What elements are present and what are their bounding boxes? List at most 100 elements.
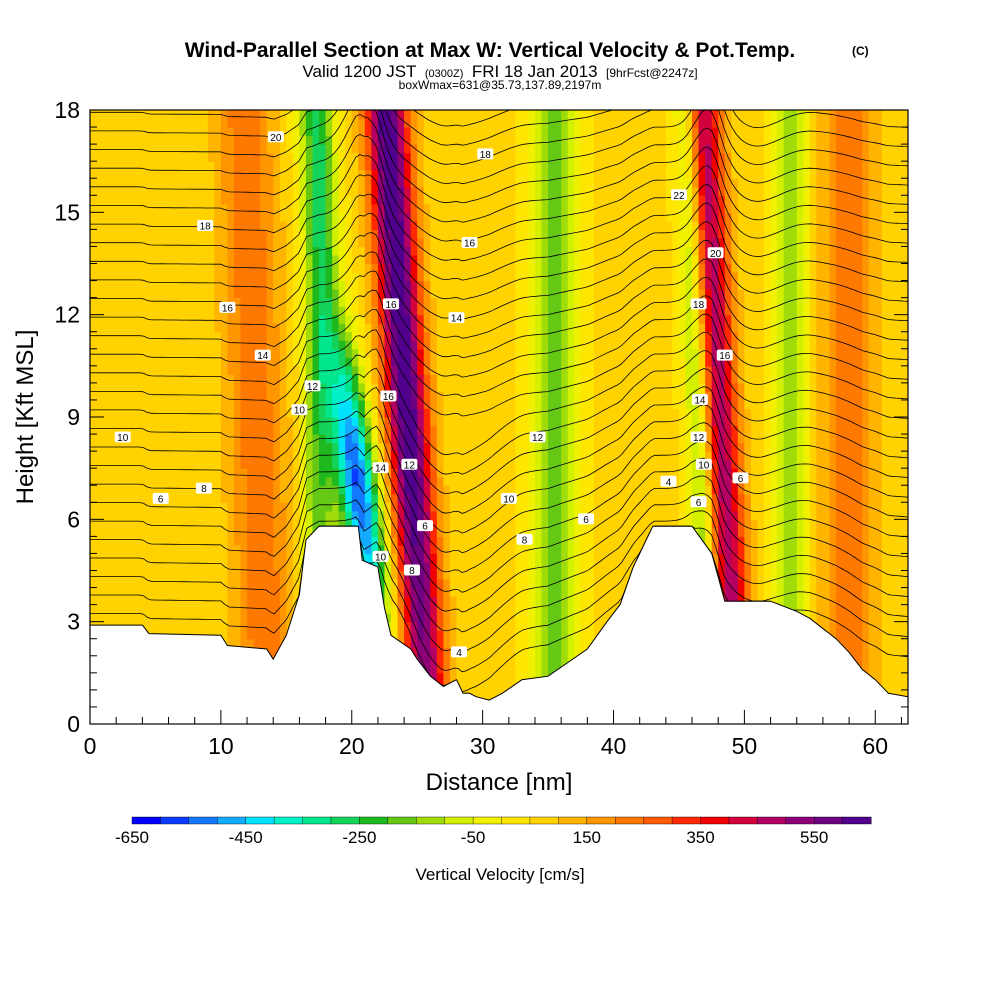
- w-cell: [233, 527, 242, 537]
- w-cell: [116, 178, 124, 188]
- w-cell: [194, 399, 202, 410]
- w-cell: [377, 127, 386, 137]
- w-cell: [534, 442, 543, 452]
- w-cell: [384, 374, 392, 384]
- w-cell: [443, 237, 451, 248]
- w-cell: [528, 178, 536, 188]
- w-cell: [482, 314, 490, 324]
- w-cell: [103, 186, 111, 196]
- w-cell: [489, 536, 497, 546]
- w-cell: [332, 502, 340, 512]
- w-cell: [194, 451, 202, 461]
- w-cell: [489, 263, 497, 273]
- w-cell: [227, 536, 235, 546]
- w-cell: [175, 613, 183, 623]
- w-cell: [142, 110, 150, 120]
- w-cell: [449, 365, 458, 375]
- w-cell: [371, 152, 379, 162]
- w-cell: [305, 246, 314, 256]
- w-cell: [135, 340, 143, 350]
- w-cell: [129, 527, 137, 537]
- w-cell: [423, 306, 431, 316]
- w-cell: [273, 220, 281, 230]
- w-cell: [417, 289, 425, 299]
- w-cell: [377, 254, 386, 265]
- w-cell: [207, 587, 215, 597]
- w-cell: [443, 357, 451, 367]
- w-cell: [495, 152, 503, 162]
- w-cell: [495, 323, 503, 333]
- w-cell: [266, 468, 274, 478]
- w-cell: [417, 570, 425, 580]
- w-cell: [423, 425, 431, 435]
- w-cell: [384, 169, 392, 179]
- w-cell: [417, 246, 425, 256]
- w-cell: [371, 289, 379, 299]
- w-cell: [319, 408, 327, 418]
- w-cell: [96, 434, 104, 444]
- w-cell: [364, 459, 372, 469]
- w-cell: [299, 161, 307, 171]
- w-cell: [273, 118, 281, 128]
- w-cell: [456, 212, 464, 222]
- w-cell: [253, 391, 261, 401]
- w-cell: [489, 169, 497, 179]
- w-cell: [528, 493, 536, 503]
- w-cell: [148, 613, 157, 623]
- w-cell: [175, 229, 183, 239]
- w-cell: [161, 323, 170, 333]
- w-cell: [319, 391, 327, 401]
- w-cell: [541, 553, 549, 563]
- w-cell: [129, 203, 137, 213]
- w-cell: [214, 587, 222, 597]
- w-cell: [476, 451, 484, 461]
- w-cell: [312, 357, 320, 367]
- w-cell: [286, 468, 294, 478]
- w-cell: [214, 485, 222, 495]
- w-cell: [345, 502, 353, 512]
- w-cell: [260, 254, 268, 265]
- w-cell: [103, 297, 111, 307]
- w-cell: [247, 451, 255, 461]
- w-cell: [90, 220, 98, 230]
- w-cell: [443, 672, 451, 682]
- w-cell: [286, 510, 294, 520]
- w-cell: [233, 451, 242, 461]
- w-cell: [116, 135, 124, 145]
- w-cell: [423, 203, 431, 213]
- w-cell: [338, 510, 346, 520]
- w-cell: [233, 604, 242, 614]
- w-cell: [148, 519, 157, 529]
- w-cell: [109, 314, 117, 324]
- w-cell: [188, 476, 196, 486]
- w-cell: [142, 519, 150, 529]
- w-cell: [404, 596, 412, 606]
- w-cell: [168, 493, 176, 503]
- w-cell: [214, 229, 222, 239]
- w-cell: [90, 169, 98, 179]
- w-cell: [371, 399, 379, 410]
- w-cell: [292, 374, 300, 384]
- w-cell: [469, 579, 477, 589]
- w-cell: [377, 485, 386, 495]
- w-cell: [325, 374, 333, 384]
- w-cell: [266, 451, 274, 461]
- w-cell: [456, 340, 464, 350]
- valid-prefix: Valid 1200 JST: [302, 62, 416, 81]
- w-cell: [148, 561, 157, 572]
- w-cell: [508, 630, 516, 640]
- w-cell: [463, 169, 471, 179]
- w-cell: [476, 613, 484, 623]
- w-cell: [266, 178, 274, 188]
- w-cell: [345, 468, 353, 478]
- w-cell: [96, 459, 104, 469]
- w-cell: [508, 331, 516, 341]
- w-cell: [521, 357, 530, 367]
- w-cell: [391, 382, 399, 393]
- w-cell: [508, 664, 516, 674]
- w-cell: [312, 408, 320, 418]
- w-cell: [443, 425, 451, 435]
- w-cell: [96, 544, 104, 555]
- w-cell: [508, 118, 516, 128]
- w-cell: [233, 561, 242, 572]
